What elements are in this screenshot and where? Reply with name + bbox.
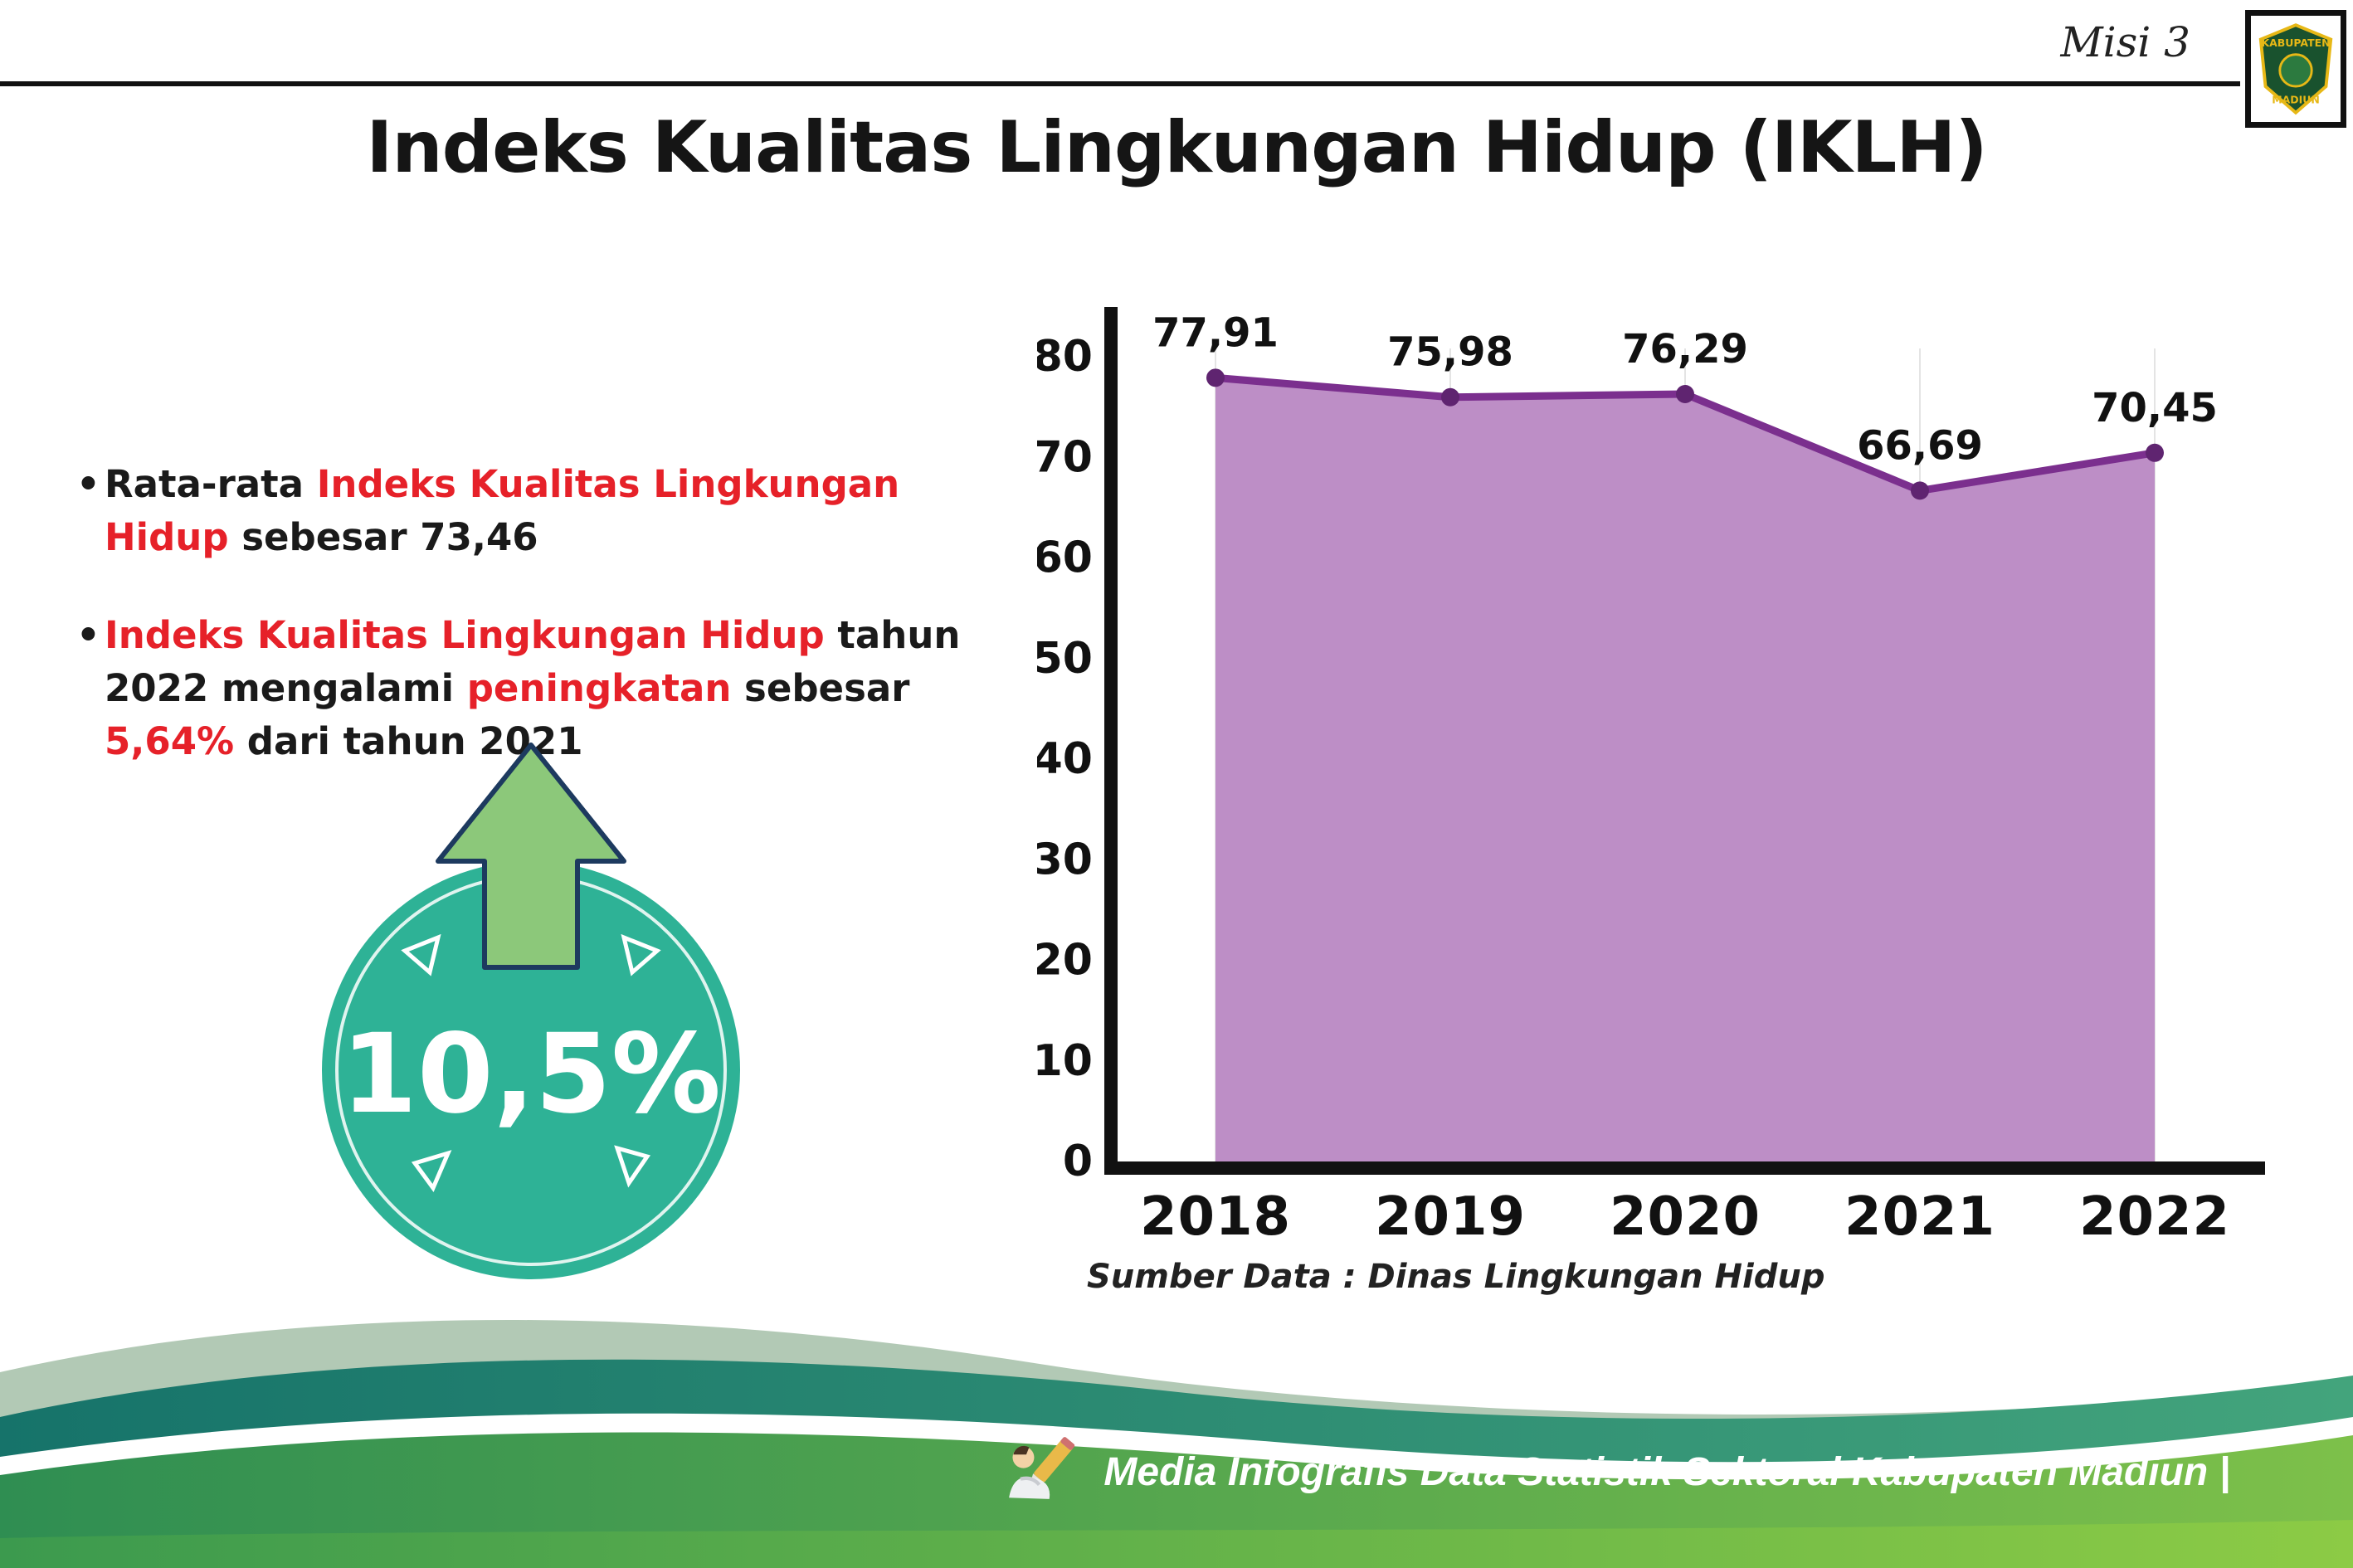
x-axis [1104, 1161, 2265, 1175]
header-divider [0, 81, 2240, 86]
x-tick-label: 2021 [1844, 1186, 1995, 1248]
x-tick-label: 2018 [1140, 1186, 1291, 1248]
x-tick-label: 2020 [1610, 1186, 1761, 1248]
page-title: Indeks Kualitas Lingkungan Hidup (IKLH) [366, 106, 1987, 189]
deco-triangle [621, 933, 661, 976]
y-tick-label: 30 [1037, 835, 1093, 884]
bullet-average-iklh: • Rata-rata Indeks Kualitas Lingkungan Hi… [76, 458, 981, 564]
deco-triangle [614, 1145, 651, 1188]
deco-triangle [401, 933, 441, 976]
footer-caption: Media Infografis Data Statistik Sektoral… [1103, 1449, 2230, 1494]
text-segment: tahun 2022 mengalami [105, 612, 961, 710]
y-tick-label: 10 [1037, 1036, 1093, 1086]
footer-waves [0, 1319, 2353, 1568]
y-tick-label: 70 [1037, 432, 1093, 482]
value-label: 77,91 [1152, 309, 1279, 356]
data-point [1206, 368, 1225, 387]
key-points: • Rata-rata Indeks Kualitas Lingkungan Hi… [76, 458, 981, 812]
y-tick-label: 60 [1037, 533, 1093, 583]
iklh-area-chart: 77,91 75,98 76,29 66,69 70,45 0 10 20 30 40 50 60 70… [1033, 299, 2290, 1352]
x-tick-label: 2019 [1375, 1186, 1526, 1248]
data-point [1676, 384, 1694, 403]
bullet-marker: • [76, 612, 100, 657]
text-segment-highlight: Indeks Kualitas Lingkungan Hidup [105, 462, 900, 559]
value-label: 76,29 [1622, 326, 1748, 373]
y-axis [1104, 307, 1118, 1175]
increase-value: 10,5% [341, 1010, 721, 1138]
x-tick-label: 2022 [2079, 1186, 2230, 1248]
chart-canvas: 77,91 75,98 76,29 66,69 70,45 0 10 20 30 40 50 60 70… [1033, 307, 2265, 1296]
chart-area [1215, 377, 2155, 1161]
y-tick-label: 80 [1037, 332, 1093, 382]
text-segment: sebesar 73,46 [228, 514, 538, 559]
bullet-marker: • [76, 462, 100, 506]
data-point [1441, 387, 1459, 407]
text-segment-highlight: Indeks Kualitas Lingkungan Hidup [105, 612, 825, 657]
value-label: 75,98 [1387, 329, 1513, 376]
writer-mascot-icon [1009, 1437, 1075, 1499]
misi-label: Misi 3 [2060, 18, 2190, 66]
footer-content: Media Infografis Data Statistik Sektoral… [999, 1427, 2230, 1517]
y-tick-label: 20 [1037, 936, 1093, 986]
logo-top-text: KABUPATEN [2261, 37, 2330, 49]
data-point [2146, 443, 2164, 462]
value-label: 70,45 [2092, 385, 2218, 431]
increase-badge: 10,5% [299, 697, 763, 1294]
value-label: 66,69 [1857, 422, 1983, 469]
bullet-increase-2022: • Indeks Kualitas Lingkungan Hidup tahun … [76, 609, 981, 768]
arrow-up-icon [436, 743, 626, 970]
text-segment: Rata-rata [105, 462, 317, 506]
wave-bottom-strip [0, 1520, 2353, 1568]
deco-triangle [411, 1150, 452, 1193]
chart-source: Sumber Data : Dinas Lingkungan Hidup [1087, 1258, 1824, 1296]
data-point [1911, 481, 1929, 500]
footer: Media Infografis Data Statistik Sektoral… [0, 1286, 2353, 1568]
logo-crest-icon: KABUPATEN MADIUN [2258, 23, 2333, 115]
text-segment-highlight: 5,64% [105, 718, 235, 763]
text-segment: sebesar [731, 665, 910, 710]
kabupaten-madiun-logo: KABUPATEN MADIUN [2245, 10, 2346, 128]
text-segment-highlight: peningkatan [466, 665, 732, 710]
logo-bottom-text: MADIUN [2272, 93, 2320, 105]
y-tick-label: 50 [1037, 634, 1093, 684]
y-tick-label: 40 [1037, 734, 1093, 784]
y-tick-label: 0 [1063, 1137, 1093, 1186]
